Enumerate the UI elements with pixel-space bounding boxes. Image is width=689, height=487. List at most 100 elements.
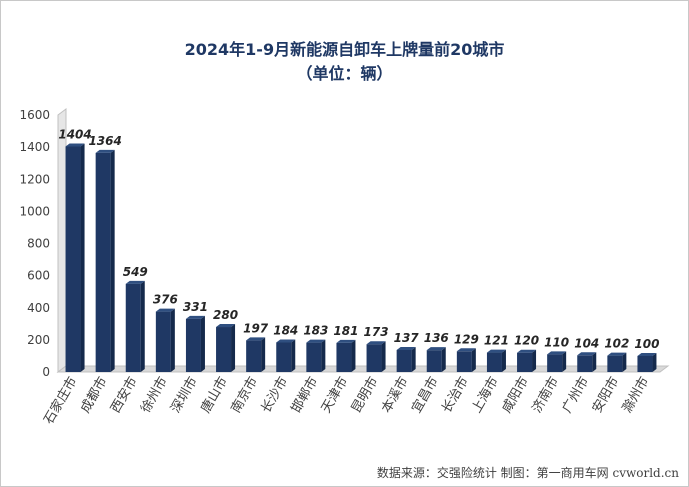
- bar-side: [261, 337, 266, 372]
- data-label: 104: [574, 336, 599, 350]
- bar-side: [80, 143, 85, 372]
- data-label: 181: [333, 324, 358, 338]
- bar-top: [396, 346, 416, 350]
- bar-top: [276, 339, 296, 343]
- bar-top: [306, 339, 326, 343]
- y-tick-label: 1400: [19, 140, 50, 154]
- bar: [366, 344, 382, 372]
- data-label: 129: [454, 332, 479, 346]
- data-label: 110: [544, 335, 569, 349]
- bar: [185, 318, 201, 372]
- bar: [155, 311, 171, 372]
- x-tick-label: 西安市: [107, 374, 140, 416]
- chart-title: 2024年1-9月新能源自卸车上牌量前20城市: [184, 40, 505, 59]
- bar: [65, 146, 81, 372]
- bar-top: [517, 349, 537, 353]
- data-label: 1404: [58, 127, 91, 141]
- bar: [426, 350, 442, 372]
- bar-top: [486, 349, 506, 353]
- bar-top: [426, 347, 446, 351]
- data-label: 173: [364, 325, 389, 339]
- x-tick-label: 长沙市: [258, 374, 291, 416]
- bar-top: [607, 352, 627, 356]
- bar-side: [562, 351, 567, 372]
- x-tick-label: 本溪市: [378, 374, 411, 416]
- bar-top: [577, 352, 597, 356]
- bar-top: [366, 341, 386, 345]
- data-label: 137: [394, 331, 420, 345]
- x-tick-label: 邯郸市: [288, 374, 321, 416]
- data-source-note: 数据来源：交强险统计 制图：第一商用车网 cvworld.cn: [376, 466, 679, 480]
- bar-top: [637, 352, 657, 356]
- bar: [637, 355, 653, 372]
- bar-side: [351, 339, 356, 372]
- bar: [336, 342, 352, 372]
- data-label: 121: [484, 334, 509, 348]
- bar: [486, 352, 502, 372]
- bar-top: [216, 324, 236, 328]
- data-label: 331: [183, 300, 208, 314]
- data-label: 183: [303, 324, 328, 338]
- bar-side: [501, 349, 506, 372]
- y-tick-label: 400: [27, 301, 50, 315]
- bar: [125, 283, 141, 372]
- bar-side: [321, 339, 326, 372]
- x-tick-label: 安阳市: [589, 374, 622, 416]
- data-label: 184: [273, 323, 298, 337]
- bar-side: [652, 352, 657, 372]
- bar-side: [291, 339, 296, 372]
- bar-side: [170, 308, 175, 372]
- data-label: 136: [424, 331, 449, 345]
- bar-side: [532, 349, 537, 372]
- bar-side: [110, 149, 115, 372]
- y-tick-label: 600: [27, 269, 50, 283]
- y-tick-label: 1000: [19, 204, 50, 218]
- bar-side: [231, 324, 236, 372]
- bar: [456, 351, 472, 372]
- bar-side: [471, 348, 476, 372]
- bar-side: [140, 280, 145, 372]
- bar: [246, 340, 262, 372]
- bar-top: [65, 143, 85, 147]
- bar-side: [200, 315, 205, 372]
- bar: [577, 355, 593, 372]
- y-tick-label: 0: [42, 365, 50, 379]
- x-tick-label: 滁州市: [619, 374, 652, 416]
- x-tick-label: 天津市: [318, 374, 351, 416]
- x-tick-label: 宜昌市: [408, 374, 441, 416]
- bar-side: [441, 347, 446, 372]
- bar-top: [336, 339, 356, 343]
- bar: [547, 354, 563, 372]
- x-tick-label: 长治市: [438, 374, 471, 416]
- x-tick-label: 咸阳市: [499, 374, 532, 416]
- y-tick-label: 800: [27, 237, 50, 251]
- chart-subtitle: （单位：辆）: [296, 64, 393, 83]
- data-label: 549: [123, 265, 148, 279]
- x-tick-label: 上海市: [469, 374, 502, 416]
- data-label: 120: [514, 334, 539, 348]
- bar-top: [125, 280, 145, 284]
- bar-top: [547, 351, 567, 355]
- x-tick-label: 济南市: [529, 374, 562, 416]
- x-tick-label: 石家庄市: [41, 374, 81, 427]
- floor: [56, 365, 670, 373]
- bar-side: [381, 341, 386, 372]
- side-wall: [57, 108, 67, 373]
- bar-side: [592, 352, 597, 372]
- bar: [607, 355, 623, 372]
- bar-side: [622, 352, 627, 372]
- bar-top: [155, 308, 175, 312]
- bar-top: [95, 149, 115, 153]
- bar: [517, 352, 533, 372]
- bar-top: [456, 348, 476, 352]
- x-tick-label: 徐州市: [137, 374, 170, 416]
- y-tick-label: 200: [27, 333, 50, 347]
- bar-top: [246, 337, 266, 341]
- y-tick-label: 1200: [19, 172, 50, 186]
- bar: [276, 342, 292, 372]
- x-tick-label: 成都市: [77, 374, 110, 416]
- bar-top: [185, 315, 205, 319]
- data-label: 102: [604, 337, 629, 351]
